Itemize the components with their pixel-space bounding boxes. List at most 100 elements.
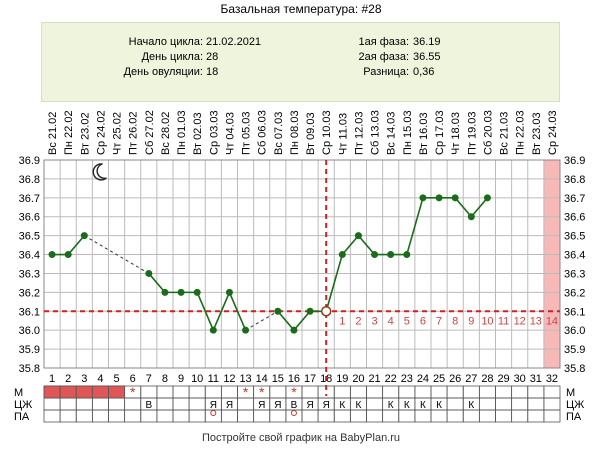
row-pa-cell [253, 409, 271, 423]
y-tick-label-right: 36.8 [564, 174, 585, 186]
y-tick-label-left: 36.5 [19, 231, 40, 243]
data-point [80, 232, 88, 240]
y-tick-label-right: 36.4 [564, 250, 585, 262]
phase1-value: 36.19 [413, 36, 441, 48]
ovulation-day-value: 18 [206, 66, 219, 78]
x-date-label: Вс 14.03 [386, 112, 398, 155]
pa-circle-mark [290, 410, 297, 416]
data-point [467, 213, 475, 221]
x-date-label: Сб 06.03 [257, 110, 269, 155]
x-date-label: Чт 25.02 [112, 112, 124, 155]
data-point [338, 251, 346, 259]
row-m-cell [478, 385, 496, 399]
x-date-label: Вт 23.03 [531, 112, 543, 155]
difference-value: 0,36 [413, 66, 435, 78]
x-day-number: 4 [97, 373, 103, 385]
row-pa-cell [43, 409, 61, 423]
cm-mark: Я [306, 400, 313, 411]
y-tick-label-right: 35.9 [564, 344, 585, 356]
x-date-label: Вс 21.02 [47, 112, 59, 155]
x-date-label: Пт 26.02 [128, 111, 140, 155]
row-cm-cell [366, 397, 384, 411]
luteal-day-number: 3 [372, 315, 378, 327]
cycle-start-label: Начало цикла: [128, 36, 203, 48]
x-day-number: 10 [191, 373, 203, 385]
cm-mark: К [404, 400, 410, 411]
x-date-label: Вт 09.03 [305, 112, 317, 155]
series-line [196, 292, 215, 331]
row-m-cell [543, 385, 561, 399]
data-point [371, 251, 379, 259]
y-tick-label-left: 36.2 [19, 287, 40, 299]
x-day-number: 8 [162, 373, 168, 385]
y-tick-label-left: 36.9 [19, 155, 40, 167]
data-point [177, 288, 185, 296]
x-day-number: 18 [320, 373, 332, 385]
cycle-info-panel: Начало цикла: 21.02.2021 День цикла: 28 … [41, 22, 560, 102]
x-day-number: 22 [385, 373, 397, 385]
x-date-label: Чт 04.03 [224, 112, 236, 155]
row-m-cell [349, 385, 367, 399]
pa-circle-mark [210, 410, 217, 416]
x-date-label: Ср 24.02 [95, 110, 107, 155]
footer-link[interactable]: Постройте свой график на BabyPlan.ru [201, 432, 401, 444]
row-pa-cell [75, 409, 93, 423]
row-pa-cell [349, 409, 367, 423]
ovulation-day-label: День овуляции: [123, 66, 203, 78]
y-tick-label-left: 36.6 [19, 212, 40, 224]
data-point [64, 251, 72, 259]
cm-mark: Я [258, 400, 265, 411]
cm-mark: Я [226, 400, 233, 411]
y-tick-label-right: 36.9 [564, 155, 585, 167]
luteal-day-number: 12 [514, 315, 526, 327]
row-m-cell [269, 385, 287, 399]
chart-title: Базальная температура: #28 [220, 2, 382, 16]
ovulation-point [320, 306, 332, 317]
luteal-day-number: 10 [481, 315, 493, 327]
x-date-label: Сб 27.02 [144, 110, 156, 155]
cm-mark: Я [274, 400, 281, 411]
row-m-cell [172, 385, 190, 399]
phase2-label: 2ая фаза: [358, 51, 409, 63]
star-mark: * [130, 384, 136, 400]
x-day-number: 29 [497, 373, 509, 385]
row-pa-label-left: ПА [14, 411, 30, 423]
x-date-label: Пт 05.03 [241, 111, 253, 155]
row-pa-cell [172, 409, 190, 423]
cm-mark: К [420, 400, 426, 411]
x-date-label: Чт 11.03 [337, 113, 349, 155]
data-point [242, 326, 250, 334]
x-date-label: Пт 12.03 [353, 111, 365, 155]
y-tick-label-left: 36.1 [19, 306, 40, 318]
data-point [419, 194, 427, 202]
x-day-number: 16 [288, 373, 300, 385]
row-m-cell [414, 385, 432, 399]
row-pa-cell [462, 409, 480, 423]
row-m-cell [220, 385, 238, 399]
cm-mark: К [436, 400, 442, 411]
data-point [387, 251, 395, 259]
row-cm-cell [172, 397, 190, 411]
row-pa-cell [366, 409, 384, 423]
row-m-cell [204, 385, 222, 399]
x-day-number: 17 [304, 373, 316, 385]
y-tick-label-left: 36.8 [19, 174, 40, 186]
series-gap-line [245, 310, 279, 331]
data-point [145, 269, 153, 277]
x-day-number: 30 [514, 373, 526, 385]
row-pa-cell [317, 409, 335, 423]
x-date-label: Вс 07.03 [273, 112, 285, 155]
menses-cell [59, 385, 77, 399]
luteal-day-number: 9 [468, 315, 474, 327]
x-day-number: 15 [272, 373, 284, 385]
x-day-number: 21 [368, 373, 380, 385]
series-line [357, 235, 376, 256]
series-line [277, 310, 295, 331]
row-cm-cell [59, 397, 77, 411]
row-cm-cell [43, 397, 61, 411]
y-tick-label-right: 36.0 [564, 325, 585, 337]
x-date-label: Вс 28.02 [160, 112, 172, 155]
y-tick-label-right: 36.3 [564, 268, 585, 280]
luteal-day-number: 2 [355, 315, 361, 327]
y-tick-label-left: 36.7 [19, 193, 40, 205]
